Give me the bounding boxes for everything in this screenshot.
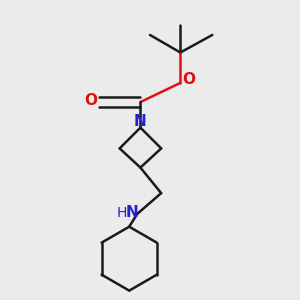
Text: O: O: [84, 93, 98, 108]
Text: N: N: [126, 205, 139, 220]
Text: H: H: [117, 206, 127, 220]
Text: O: O: [182, 72, 195, 87]
Text: N: N: [134, 114, 147, 129]
